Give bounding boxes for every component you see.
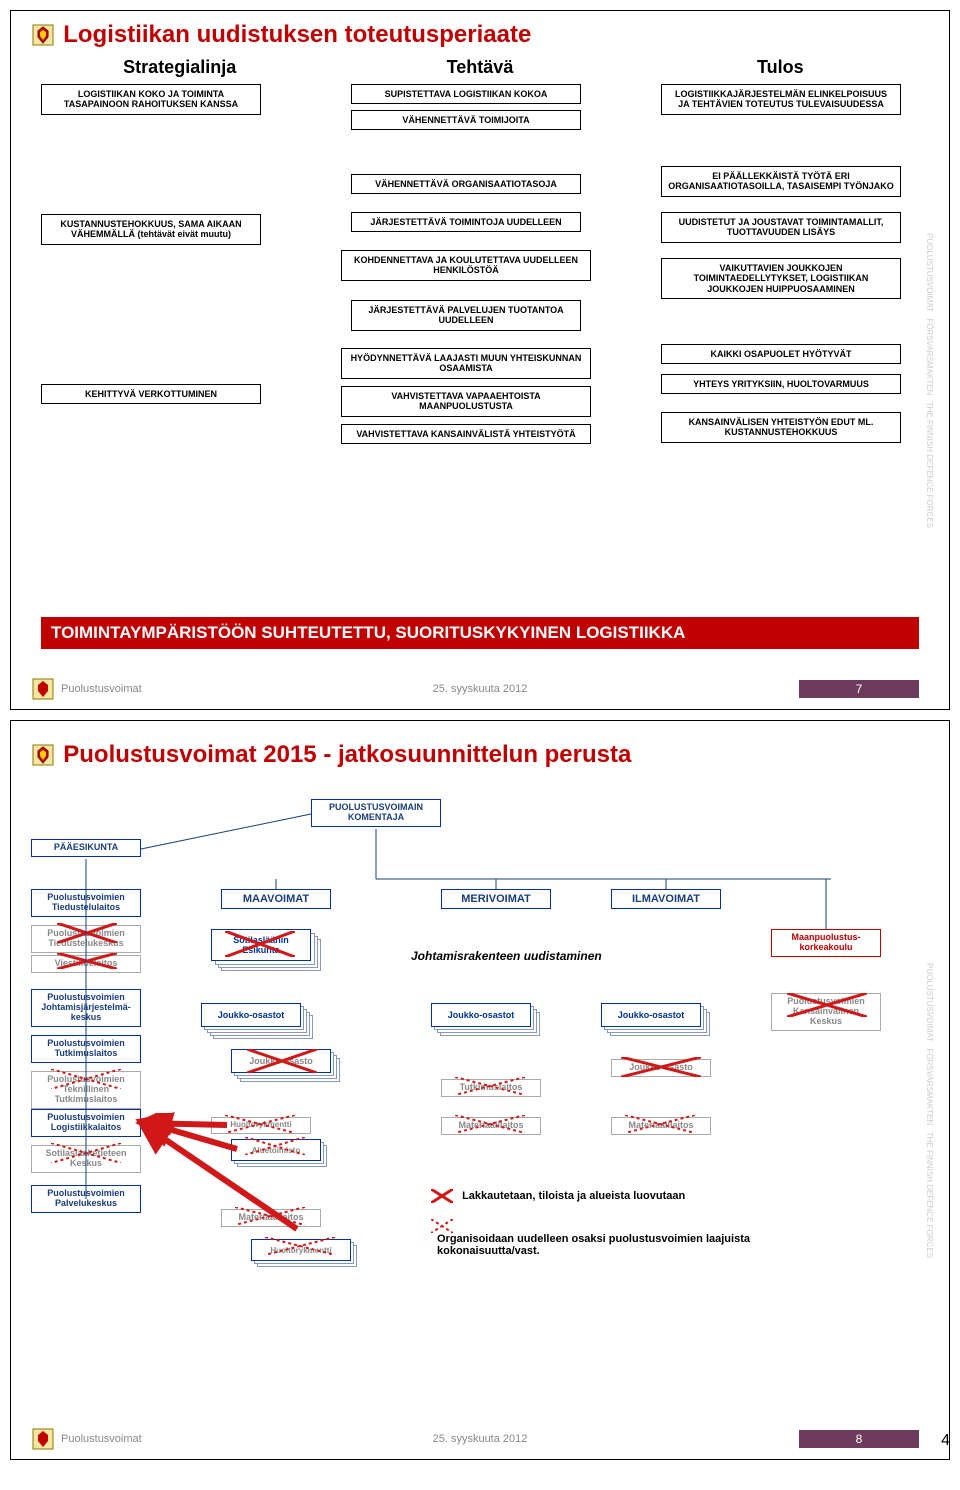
watermark-side: PUOLUSTUSVOIMAT FÖRSVARSMAKTEN THE FINNI… xyxy=(925,91,947,669)
joukko-meri: Joukko-osastot xyxy=(431,1003,531,1027)
r2m3: KOHDENNETTAVA JA KOULUTETTAVA UUDELLEEN … xyxy=(341,250,591,281)
r3r1: KAIKKI OSAPUOLET HYÖTYVÄT xyxy=(661,344,901,364)
legend-2: Organisoidaan uudelleen osaksi puolustus… xyxy=(431,1219,831,1257)
joukko-x-ilma: Joukko-osasto xyxy=(611,1059,711,1077)
footer-slide-num-2: 8 xyxy=(799,1430,919,1448)
col-header-3: Tulos xyxy=(652,57,909,78)
footer-emblem-icon-2 xyxy=(31,1427,55,1451)
r1c2a: SUPISTETTAVA LOGISTIIKAN KOKOA xyxy=(351,84,581,104)
r1c3: LOGISTIIKKAJÄRJESTELMÄN ELINKELPOISUUS J… xyxy=(661,84,901,115)
page-number: 4 xyxy=(941,1432,950,1450)
slide1-bottom-bar: TOIMINTAYMPÄRISTÖÖN SUHTEUTETTU, SUORITU… xyxy=(41,617,919,649)
footer-emblem-icon xyxy=(31,677,55,701)
merivoimat: MERIVOIMAT xyxy=(441,889,551,909)
l9: Puolustusvoimien Palvelukeskus xyxy=(31,1185,141,1213)
l1: Puolustusvoimien Tiedustelulaitos xyxy=(31,889,141,917)
footer-date-2: 25. syyskuuta 2012 xyxy=(433,1433,528,1445)
huolto-stack: Huoltorykmentti xyxy=(251,1239,351,1261)
r2r1: EI PÄÄLLEKKÄISTÄ TYÖTÄ ERI ORGANISAATIOT… xyxy=(661,166,901,197)
legend-1: Lakkautetaan, tiloista ja alueista luovu… xyxy=(431,1189,685,1203)
emblem-icon xyxy=(31,23,55,47)
slide-1: Logistiikan uudistuksen toteutusperiaate… xyxy=(10,10,950,710)
r2r2: UUDISTETUT JA JOUSTAVAT TOIMINTAMALLIT, … xyxy=(661,212,901,243)
r1c2b: VÄHENNETTÄVÄ TOIMIJOITA xyxy=(351,110,581,130)
ilmavoimat: ILMAVOIMAT xyxy=(611,889,721,909)
tutk-meri: Tutkimuslaitos xyxy=(441,1079,541,1097)
footer-org: Puolustusvoimat xyxy=(61,683,142,695)
slide-2: Puolustusvoimat 2015 - jatkosuunnittelun… xyxy=(10,720,950,1460)
r3r2: YHTEYS YRITYKSIIN, HUOLTOVARMUUS xyxy=(661,374,901,394)
maavoimat: MAAVOIMAT xyxy=(221,889,331,909)
r1c1: LOGISTIIKAN KOKO JA TOIMINTA TASAPAINOON… xyxy=(41,84,261,115)
matl-maa-1: Huoltorykmentti xyxy=(211,1117,311,1134)
paaesikunta: PÄÄESIKUNTA xyxy=(31,839,141,857)
r3m1: HYÖDYNNETTÄVÄ LAAJASTI MUUN YHTEISKUNNAN… xyxy=(341,348,591,379)
l5: Puolustusvoimien Tutkimuslaitos xyxy=(31,1035,141,1063)
footer-date: 25. syyskuuta 2012 xyxy=(433,683,528,695)
johtra: Johtamisrakenteen uudistaminen xyxy=(411,949,602,963)
sote-stack: Sotilasläänin Esikunta xyxy=(211,929,311,961)
r3r3: KANSAINVÄLISEN YHTEISTYÖN EDUT ML. KUSTA… xyxy=(661,412,901,443)
slide2-title: Puolustusvoimat 2015 - jatkosuunnittelun… xyxy=(63,741,631,769)
org-chart: PÄÄESIKUNTA PUOLUSTUSVOIMAIN KOMENTAJA P… xyxy=(31,779,929,1359)
l4: Puolustusvoimien Johtamisjärjestelmä-kes… xyxy=(31,989,141,1027)
r3m3: VAHVISTETTAVA KANSAINVÄLISTÄ YHTEISTYÖTÄ xyxy=(341,424,591,444)
l6: Puolustusvoimien Teknillinen Tutkimuslai… xyxy=(31,1071,141,1109)
slide1-title: Logistiikan uudistuksen toteutusperiaate xyxy=(63,21,531,49)
matl-ilma: Materiaalilaitos xyxy=(611,1117,711,1135)
mpkk: Maanpuolustus-korkeakoulu xyxy=(771,929,881,957)
col-header-1: Strategialinja xyxy=(51,57,308,78)
r3left: KEHITTYVÄ VERKOTTUMINEN xyxy=(41,384,261,404)
komentaja: PUOLUSTUSVOIMAIN KOMENTAJA xyxy=(311,799,441,827)
emblem-icon-2 xyxy=(31,743,55,767)
slide1-footer: Puolustusvoimat 25. syyskuuta 2012 7 xyxy=(11,669,949,709)
joukko-x-maa: Joukko-osasto xyxy=(231,1049,331,1073)
r2r3: VAIKUTTAVIEN JOUKKOJEN TOIMINTAEDELLYTYK… xyxy=(661,258,901,299)
footer-slide-num: 7 xyxy=(799,680,919,698)
l8: Sotilaslääketieteen Keskus xyxy=(31,1145,141,1173)
col-header-2: Tehtävä xyxy=(351,57,608,78)
footer-org-2: Puolustusvoimat xyxy=(61,1433,142,1445)
r3m2: VAHVISTETTAVA VAPAAEHTOISTA MAANPUOLUSTU… xyxy=(341,386,591,417)
alue-stack: Aluetoimisto xyxy=(231,1139,321,1161)
connectors xyxy=(31,779,929,1359)
l2: Puolustusvoimien Tiedustelukeskus xyxy=(31,925,141,953)
l7: Puolustusvoimien Logistiikkalaitos xyxy=(31,1109,141,1137)
joukko-maa: Joukko-osastot xyxy=(201,1003,301,1027)
r2m2: JÄRJESTETTÄVÄ TOIMINTOJA UUDELLEEN xyxy=(351,212,581,232)
joukko-ilma: Joukko-osastot xyxy=(601,1003,701,1027)
slide2-footer: Puolustusvoimat 25. syyskuuta 2012 8 xyxy=(11,1419,949,1459)
watermark-side-2: PUOLUSTUSVOIMAT FÖRSVARSMAKTEN THE FINNI… xyxy=(925,801,947,1419)
r2m4: JÄRJESTETTÄVÄ PALVELUJEN TUOTANTOA UUDEL… xyxy=(351,300,581,331)
matl-maa-2: Materiaalilaitos xyxy=(221,1209,321,1227)
matl-meri: Materiaalilaitos xyxy=(441,1117,541,1135)
l3: Viestikoelaitos xyxy=(31,955,141,973)
strategy-grid: LOGISTIIKAN KOKO JA TOIMINTA TASAPAINOON… xyxy=(41,84,919,564)
r2m1: VÄHENNETTÄVÄ ORGANISAATIOTASOJA xyxy=(351,174,581,194)
kvk: Puolustusvoimien Kansainvälinen Keskus xyxy=(771,993,881,1031)
r2left: KUSTANNUSTEHOKKUUS, SAMA AIKAAN VÄHEMMÄL… xyxy=(41,214,261,245)
